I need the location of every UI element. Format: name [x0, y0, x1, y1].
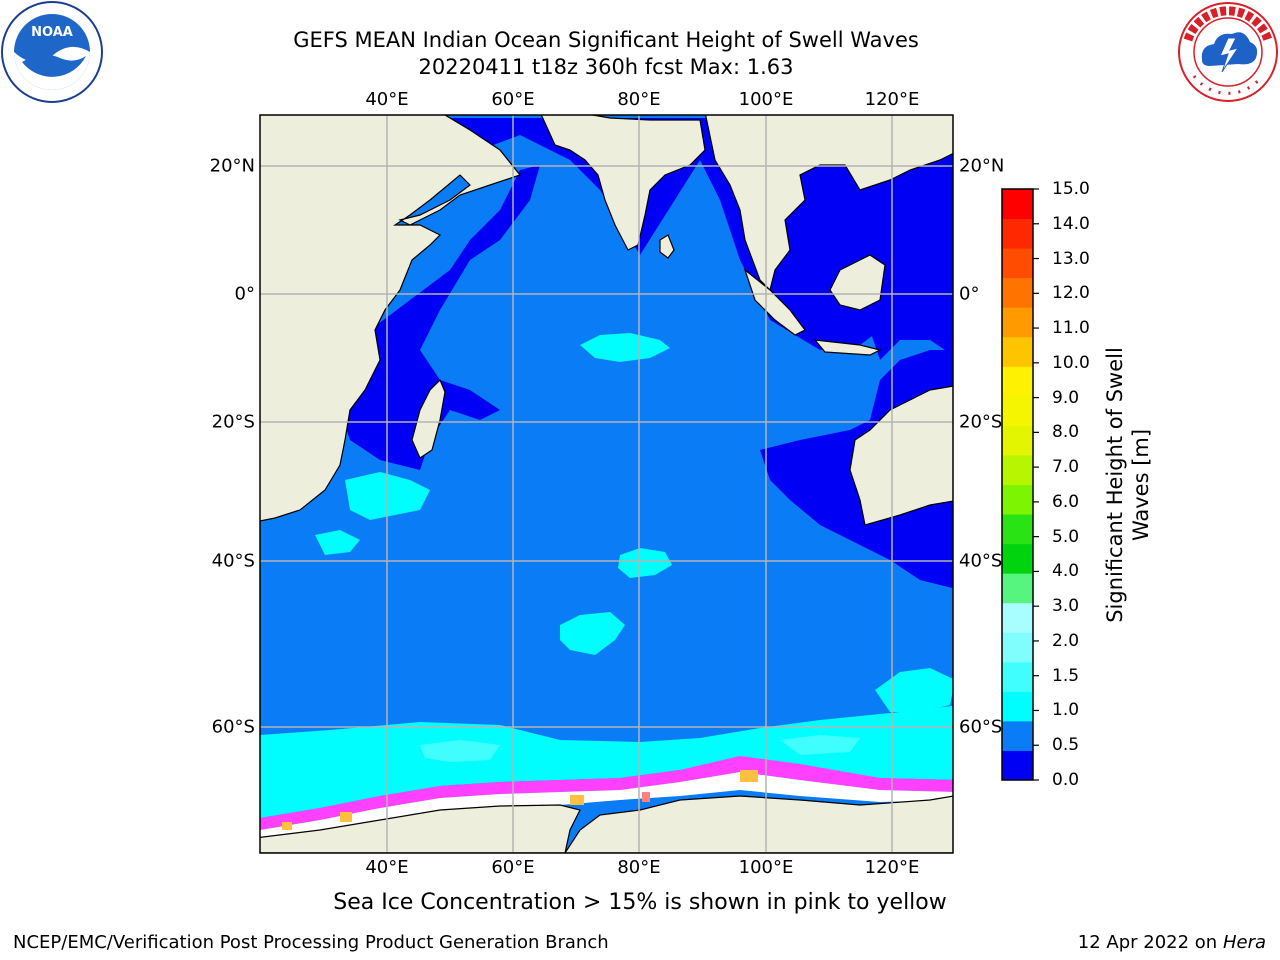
- colorbar-segment: [1002, 366, 1033, 397]
- colorbar-tick-label: 2.0: [1052, 630, 1080, 651]
- colorbar-segment: [1002, 691, 1033, 722]
- chart-subtitle: 20220411 t18z 360h fcst Max: 1.63: [418, 55, 794, 79]
- footer-date: 12 Apr 2022 on Hera: [1078, 932, 1266, 953]
- colorbar-tick-label: 3.0: [1052, 596, 1080, 617]
- colorbar-segment: [1002, 248, 1033, 279]
- lon-label-top: 120°E: [864, 89, 920, 110]
- lon-label-top: 60°E: [491, 89, 535, 110]
- colorbar-tick-label: 1.0: [1052, 700, 1080, 721]
- lon-label-bottom: 120°E: [864, 857, 920, 878]
- land-masses: [260, 115, 953, 853]
- colorbar-tick-label: 0.5: [1052, 735, 1080, 756]
- map-frame: [259, 114, 954, 854]
- lat-label-right: 60°S: [959, 716, 1003, 738]
- lat-label-left: 0°: [234, 283, 255, 305]
- colorbar-segment: [1002, 218, 1033, 249]
- colorbar-tick-label: 1.5: [1052, 665, 1080, 686]
- colorbar-segment: [1002, 307, 1033, 338]
- lon-label-top: 100°E: [738, 89, 794, 110]
- colorbar-frame: [1001, 188, 1034, 781]
- colorbar-tick-label: 7.0: [1052, 457, 1080, 478]
- colorbar-tick-label: 9.0: [1052, 387, 1080, 408]
- chart-title: GEFS MEAN Indian Ocean Significant Heigh…: [293, 28, 919, 52]
- lat-label-right: 0°: [959, 283, 980, 305]
- colorbar-segment: [1002, 750, 1033, 781]
- nws-logo: [1178, 2, 1278, 102]
- colorbar-tick-label: 4.0: [1052, 561, 1080, 582]
- lat-label-right: 40°S: [959, 550, 1003, 572]
- colorbar-tick-label: 12.0: [1052, 283, 1090, 304]
- noaa-logo-text: NOAA: [31, 25, 73, 40]
- lon-label-top: 80°E: [617, 89, 661, 110]
- colorbar-segment: [1002, 543, 1033, 574]
- colorbar-tick-label: 15.0: [1052, 179, 1090, 199]
- colorbar-tick-label: 10.0: [1052, 352, 1090, 373]
- colorbar-tick-label: 11.0: [1052, 318, 1090, 339]
- colorbar-label-line1: Significant Height of Swell: [1103, 347, 1127, 623]
- sea-ice-edge: [260, 756, 953, 838]
- footer-host: Hera: [1222, 932, 1266, 953]
- lat-label-left: 20°N: [209, 155, 255, 177]
- sea-ice-note: Sea Ice Concentration > 15% is shown in …: [333, 890, 947, 915]
- lon-label-bottom: 100°E: [738, 857, 794, 878]
- lon-label-bottom: 60°E: [491, 857, 535, 878]
- noaa-logo: NOAA: [1, 1, 103, 103]
- colorbar-segment: [1002, 602, 1033, 633]
- colorbar-tick-label: 0.0: [1052, 770, 1080, 790]
- lat-label-right: 20°S: [959, 411, 1003, 433]
- lon-label-bottom: 40°E: [365, 857, 409, 878]
- lat-label-left: 20°S: [211, 411, 255, 433]
- colorbar-segment: [1002, 336, 1033, 367]
- lon-label-top: 40°E: [365, 89, 409, 110]
- colorbar-segment: [1002, 454, 1033, 485]
- colorbar-segment: [1002, 425, 1033, 456]
- swell-belt: [260, 333, 953, 818]
- colorbar-segment: [1002, 573, 1033, 604]
- colorbar-segment: [1002, 720, 1033, 751]
- colorbar-segment: [1002, 661, 1033, 692]
- colorbar-tick-label: 13.0: [1052, 248, 1090, 269]
- colorbar-segment: [1002, 484, 1033, 515]
- colorbar-segment: [1002, 395, 1033, 426]
- colorbar-tick-label: 14.0: [1052, 213, 1090, 234]
- colorbar-tick-label: 5.0: [1052, 526, 1080, 547]
- lat-label-left: 60°S: [211, 716, 255, 738]
- lat-label-left: 40°S: [211, 550, 255, 572]
- colorbar-segment: [1002, 514, 1033, 545]
- graticule: [260, 115, 953, 853]
- colorbar-segment: [1002, 632, 1033, 663]
- colorbar-tickmarks: [1033, 188, 1039, 781]
- footer-date-text: 12 Apr 2022 on: [1077, 932, 1223, 953]
- colorbar-tick-label: 6.0: [1052, 491, 1080, 512]
- lat-label-right: 20°N: [959, 155, 1005, 177]
- colorbar-segment: [1002, 277, 1033, 308]
- colorbar-label: Significant Height of Swell Waves [m]: [1102, 347, 1154, 623]
- lon-label-bottom: 80°E: [617, 857, 661, 878]
- colorbar-label-line2: Waves [m]: [1129, 428, 1153, 542]
- colorbar-tick-label: 8.0: [1052, 422, 1080, 443]
- colorbar-segment: [1002, 189, 1033, 220]
- colorbar-segments: [1002, 189, 1033, 781]
- swell-light-patches: [420, 735, 860, 762]
- footer-credit: NCEP/EMC/Verification Post Processing Pr…: [13, 932, 609, 953]
